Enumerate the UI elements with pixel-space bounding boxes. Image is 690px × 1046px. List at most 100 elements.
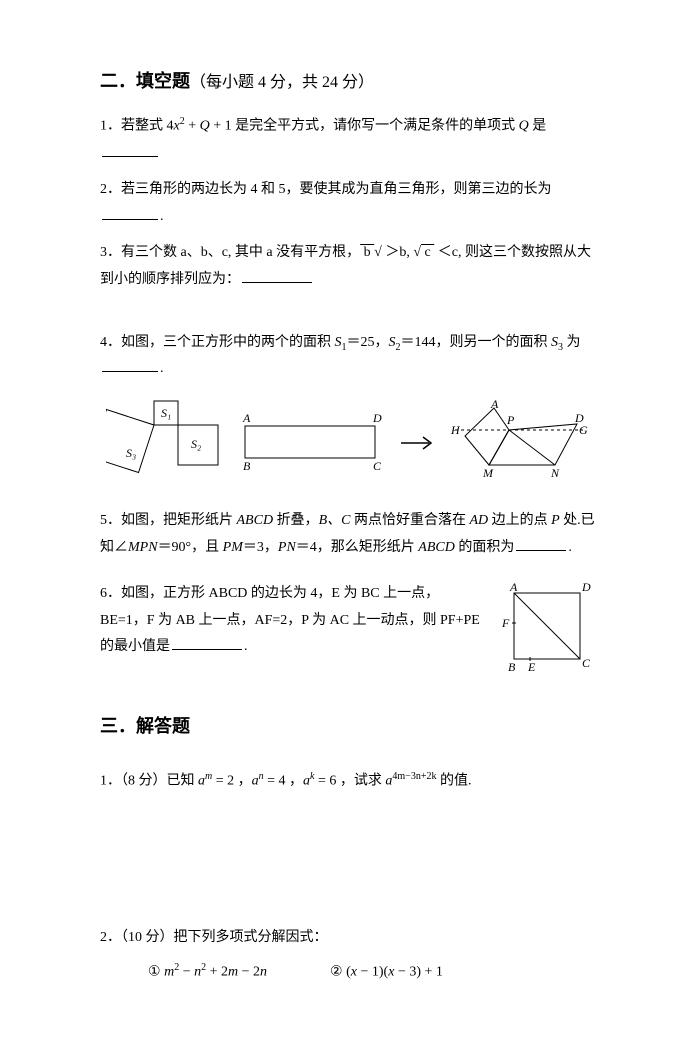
a1-eq2: = 4 ，: [264, 774, 303, 789]
figure-squares: S₁ S₂ S₃: [106, 395, 221, 490]
a2-p1: 2．（10 分）把下列多项式分解因式：: [100, 930, 328, 945]
f4-F: F: [501, 616, 510, 630]
q5-ad: AD: [469, 513, 488, 528]
q4-s2: S: [389, 335, 396, 350]
f3-G: G: [579, 423, 588, 437]
q4-p1: 4．如图，三个正方形中的两个的面积: [100, 335, 335, 350]
q5-p4: 边上的点: [488, 513, 551, 528]
spacer: [100, 661, 480, 691]
section-answer-text: 三．解答题: [100, 716, 190, 736]
question-1: 1．若整式 4x2 + Q + 1 是完全平方式，请你写一个满足条件的单项式 Q…: [100, 112, 595, 167]
f3-M: M: [482, 466, 494, 480]
section-answer-title: 三．解答题: [100, 709, 480, 743]
question-3: 3．有三个数 a、b、c, 其中 a 没有平方根， b √ ＞b, √ c ＜c…: [100, 240, 595, 293]
q3-rootb: b: [360, 245, 374, 260]
f4-B: B: [508, 660, 516, 674]
a2-circ1: ①: [148, 965, 161, 980]
q1-Q: Q: [200, 119, 210, 134]
f2-A: A: [242, 411, 251, 425]
f3-A: A: [490, 400, 499, 411]
q5-abcd2: ABCD: [418, 540, 455, 555]
q4-blank: [102, 358, 158, 372]
q5-blank: [516, 537, 566, 551]
q5-tail: .: [568, 540, 572, 555]
question-6-row: 6．如图，正方形 ABCD 的边长为 4，E 为 BC 上一点，BE=1，F 为…: [100, 581, 595, 767]
a2-circ2: ②: [330, 965, 343, 980]
answer-1: 1．（8 分）已知 am = 2 ，an = 4 ，ak = 6 ，试求 a4m…: [100, 767, 595, 795]
a2-m1: m: [164, 965, 174, 980]
q5-p2: 折叠，: [273, 513, 319, 528]
q3-blank: [242, 269, 312, 283]
q3-p1: 3．有三个数 a、b、c, 其中 a 没有平方根，: [100, 245, 360, 260]
page: 二．填空题（每小题 4 分，共 24 分） 1．若整式 4x2 + Q + 1 …: [0, 0, 690, 1046]
figure-square-abcd: A D F B E C: [500, 581, 595, 676]
q3-rootc: c: [421, 245, 434, 260]
q5-p7: ＝3，: [243, 540, 278, 555]
q6-tail: .: [244, 639, 248, 654]
f2-B: B: [243, 459, 251, 473]
q5-pp: P: [551, 513, 560, 528]
q4-eq2: ＝144，则另一个的面积: [401, 335, 552, 350]
a2-m2: m: [228, 965, 238, 980]
a1-p1: 1．（8 分）已知: [100, 774, 198, 789]
answer-1-space: [100, 805, 595, 925]
figure-fold: A D P H G M N: [449, 400, 589, 485]
a2-minus1: −: [179, 965, 194, 980]
a2-m2n: − 2: [238, 965, 260, 980]
a2-n2: n: [260, 965, 267, 980]
q1-tail: 是: [529, 119, 547, 134]
question-4: 4．如图，三个正方形中的两个的面积 S1＝25，S2＝144，则另一个的面积 S…: [100, 330, 595, 383]
q5-p8: ＝4，那么矩形纸片: [296, 540, 419, 555]
q5-bc: B、C: [319, 513, 351, 528]
figure-rect: A D B C: [235, 408, 385, 478]
q1-mid: + 1 是完全平方式，请你写一个满足条件的单项式: [210, 119, 519, 134]
f3-H: H: [450, 423, 461, 437]
q4-p2: 为: [563, 335, 581, 350]
f4-D: D: [581, 581, 591, 594]
a2-end: − 3) + 1: [394, 965, 442, 980]
q4-eq1: ＝25，: [347, 335, 389, 350]
question-5: 5．如图，把矩形纸片 ABCD 折叠，B、C 两点恰好重合落在 AD 边上的点 …: [100, 508, 595, 561]
spacer: [100, 304, 595, 330]
question-6: 6．如图，正方形 ABCD 的边长为 4，E 为 BC 上一点，BE=1，F 为…: [100, 581, 480, 757]
q1-Q2: Q: [519, 119, 529, 134]
f3-P: P: [506, 413, 515, 427]
a1-exp: 4m−3n+2k: [392, 771, 436, 782]
a1-ak: a: [303, 774, 310, 789]
q4-s1: S: [335, 335, 342, 350]
q6-blank: [172, 636, 242, 650]
section-fill-title: 二．填空题（每小题 4 分，共 24 分）: [100, 64, 595, 98]
q4-s3: S: [551, 335, 558, 350]
q3-rootsign2: √: [413, 245, 421, 260]
q3-rootsign1: √: [374, 245, 382, 260]
q3-p2: ＞b,: [382, 245, 414, 260]
q1-blank: [102, 143, 158, 157]
a2-mid: − 1)(: [357, 965, 388, 980]
q5-pm: PM: [223, 540, 243, 555]
q6-text: 6．如图，正方形 ABCD 的边长为 4，E 为 BC 上一点，BE=1，F 为…: [100, 586, 480, 654]
q5-p6: ＝90°，且: [158, 540, 223, 555]
a1-eq3: = 6 ，试求: [315, 774, 386, 789]
a1-p2: 的值.: [436, 774, 471, 789]
answer-2: 2．（10 分）把下列多项式分解因式： ① m2 − n2 + 2m − 2n …: [100, 925, 595, 986]
q2-blank: [102, 206, 158, 220]
f2-D: D: [372, 411, 382, 425]
f4-E: E: [527, 660, 536, 674]
f4-A: A: [509, 581, 518, 594]
question-2: 2．若三角形的两边长为 4 和 5，要使其成为直角三角形，则第三边的长为.: [100, 177, 595, 230]
a2-eqrow: ① m2 − n2 + 2m − 2n ② (x − 1)(x − 3) + 1: [100, 958, 595, 986]
q5-pn: PN: [278, 540, 296, 555]
f1-s3: S₃: [126, 446, 136, 460]
f3-N: N: [550, 466, 560, 480]
a1-eq1: = 2 ，: [212, 774, 251, 789]
q2-tail: .: [160, 209, 164, 224]
f4-C: C: [582, 656, 591, 670]
a1-an: a: [252, 774, 259, 789]
section-fill-prefix: 二．填空题: [100, 71, 190, 91]
q4-tail: .: [160, 361, 164, 376]
spacer: [100, 571, 595, 581]
a2-p2m: + 2: [206, 965, 228, 980]
figure-row: S₁ S₂ S₃ A D B C: [100, 395, 595, 490]
q5-p3: 两点恰好重合落在: [350, 513, 469, 528]
q5-p9: 的面积为: [455, 540, 515, 555]
